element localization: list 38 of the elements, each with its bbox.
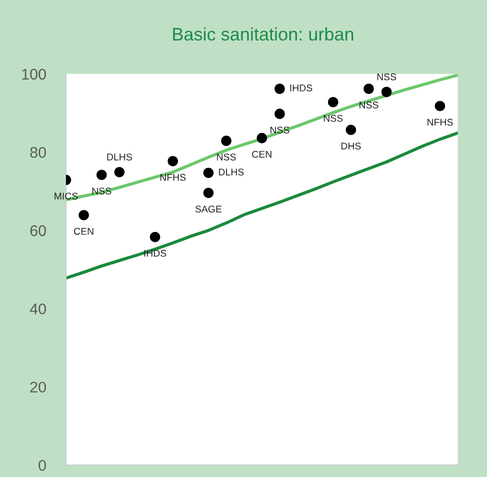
- point: [203, 188, 214, 198]
- data-label: NSS: [377, 73, 396, 80]
- data-label: IHDS: [144, 250, 166, 257]
- y-tick-label: 100: [22, 68, 46, 80]
- data-label: DLHS: [218, 168, 244, 176]
- data-label: DHS: [341, 142, 361, 150]
- data-label: NFHS: [160, 174, 186, 181]
- point: [96, 170, 107, 180]
- point: [256, 132, 268, 144]
- data-label: NSS: [324, 114, 343, 122]
- point: [203, 168, 214, 178]
- point: [78, 210, 89, 220]
- point: [274, 84, 285, 94]
- point: [274, 108, 285, 119]
- data-label: NSS: [360, 102, 378, 108]
- data-label: NSS: [217, 154, 236, 160]
- data-label: IHDS: [290, 84, 312, 92]
- point: [150, 232, 160, 242]
- data-label: CEN: [252, 150, 272, 158]
- data-label: MICS: [54, 192, 78, 200]
- point: [381, 86, 392, 98]
- data-label: CEN: [74, 228, 94, 235]
- data-label: NFHS: [428, 118, 453, 126]
- chart-title: Basic sanitation: urban: [173, 27, 354, 41]
- point: [221, 136, 232, 146]
- point: [114, 166, 125, 178]
- data-label: SAGE: [195, 206, 222, 212]
- point: [364, 84, 374, 94]
- data-label: DLHS: [107, 154, 132, 160]
- point: [328, 96, 338, 108]
- point: [346, 124, 356, 136]
- y-tick-label: 40: [30, 303, 46, 314]
- y-tick-label: 60: [30, 225, 46, 236]
- point: [168, 156, 178, 166]
- point: [434, 100, 446, 112]
- y-tick-label: 80: [30, 147, 46, 158]
- y-tick-label: 0: [38, 460, 46, 471]
- y-tick-label: 20: [30, 382, 46, 393]
